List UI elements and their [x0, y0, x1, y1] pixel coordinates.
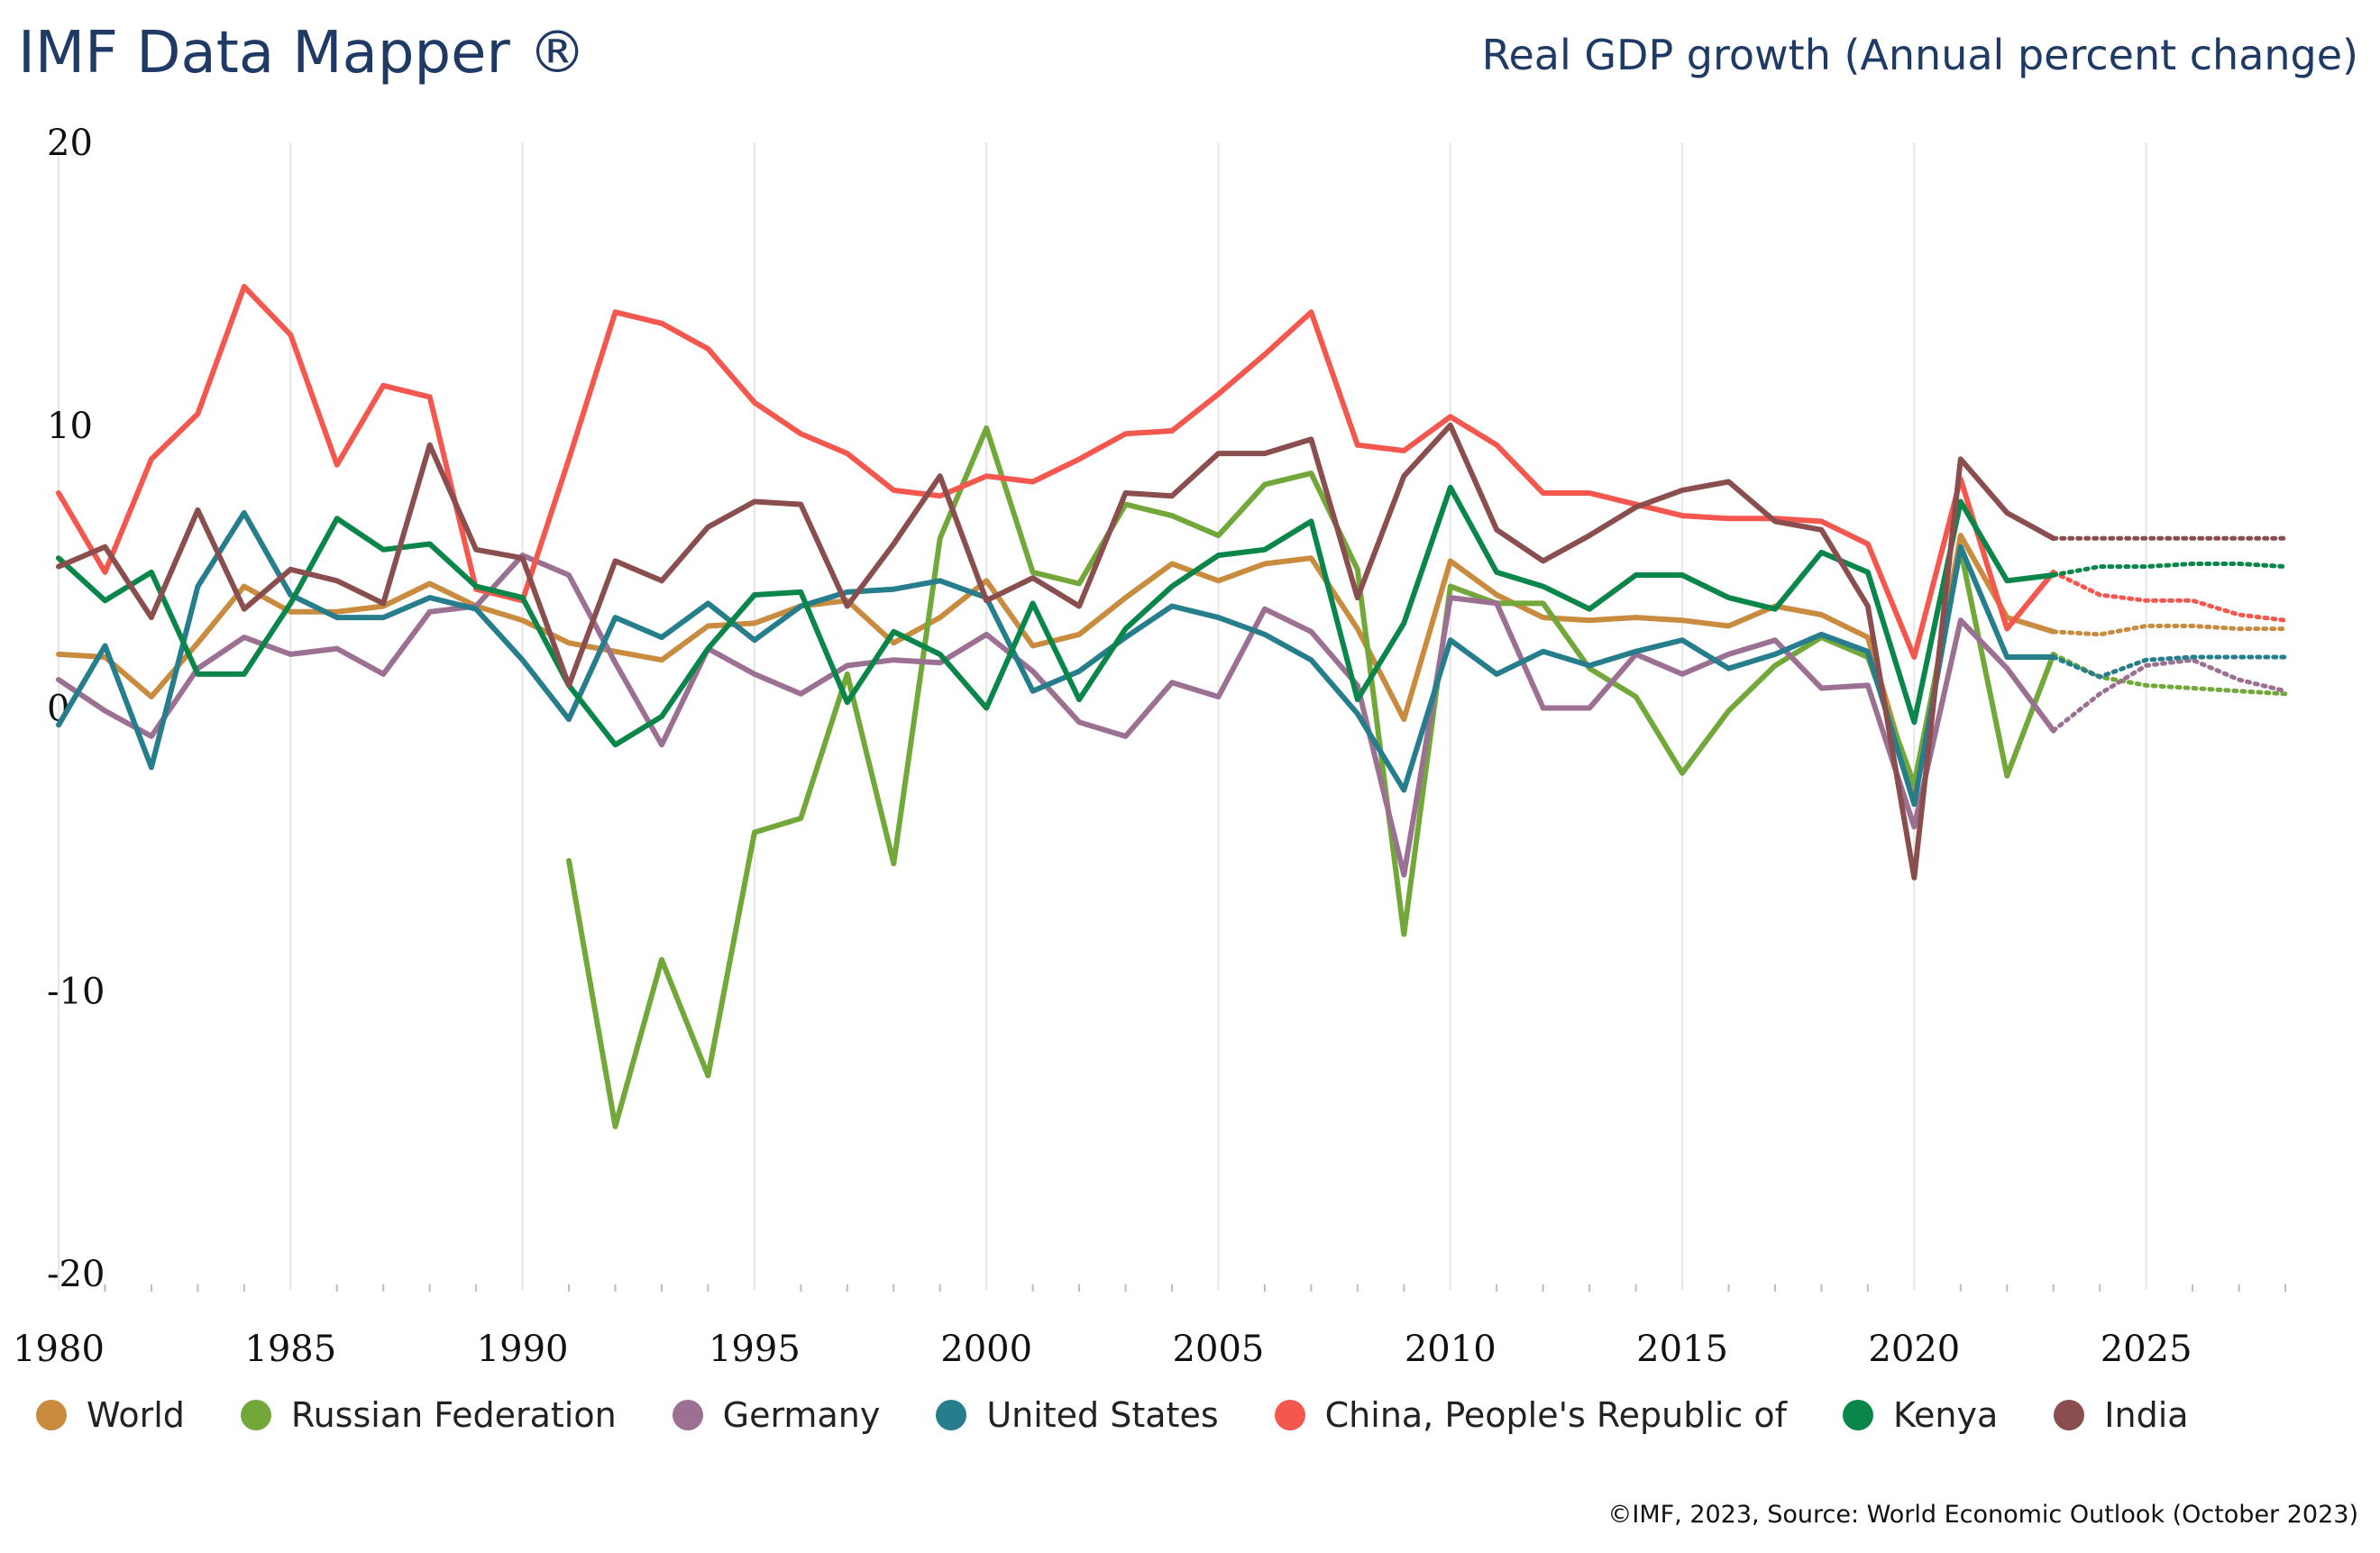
series-layer [56, 284, 2288, 1129]
x-tick-label: 2000 [940, 1329, 1032, 1370]
series-line-2 [56, 553, 2056, 878]
legend-label: Kenya [1893, 1395, 1999, 1435]
source-note: ©IMF, 2023, Source: World Economic Outlo… [1607, 1501, 2358, 1529]
y-tick-label: 10 [47, 406, 93, 447]
x-tick-label: 1980 [13, 1329, 105, 1370]
legend-label: Russian Federation [290, 1395, 617, 1435]
x-tick-label: 1995 [709, 1329, 801, 1370]
series-line-3 [56, 510, 2056, 808]
legend-swatch [1274, 1400, 1305, 1430]
legend-swatch [2054, 1400, 2085, 1430]
legend-swatch [936, 1400, 967, 1430]
legend-item-0[interactable]: World [36, 1395, 185, 1435]
grid-layer [58, 142, 2286, 1292]
indicator-title: Real GDP growth (Annual percent change) [1481, 31, 2358, 79]
series-line-4 [56, 284, 2056, 660]
legend-label: Germany [722, 1395, 881, 1435]
legend-label: United States [986, 1395, 1219, 1435]
legend-swatch [36, 1400, 67, 1430]
x-tick-label: 2020 [1868, 1329, 1960, 1370]
series-line-1 [566, 425, 2056, 1129]
x-tick-label: 2025 [2101, 1329, 2192, 1370]
legend-item-5[interactable]: Kenya [1843, 1395, 1998, 1435]
series-forecast-5 [2051, 562, 2288, 578]
legend-item-2[interactable]: Germany [672, 1395, 881, 1435]
series-line-5 [56, 484, 2056, 748]
series-forecast-2 [2051, 657, 2288, 734]
legend-swatch [1843, 1400, 1874, 1430]
x-tick-label: 2015 [1636, 1329, 1728, 1370]
legend-item-3[interactable]: United States [936, 1395, 1219, 1435]
chart-legend: World Russian Federation Germany United Sta… [36, 1388, 2245, 1442]
x-tick-label: 1990 [477, 1329, 569, 1370]
legend-item-6[interactable]: India [2054, 1395, 2189, 1435]
legend-label: China, People's Republic of [1324, 1395, 1788, 1435]
x-tick-label: 2010 [1405, 1329, 1497, 1370]
y-tick-label: -10 [47, 971, 105, 1012]
app-title: IMF Data Mapper ® [18, 20, 587, 87]
legend-item-1[interactable]: Russian Federation [240, 1395, 617, 1435]
series-forecast-0 [2051, 624, 2288, 637]
series-line-0 [56, 533, 2056, 799]
x-tick-label: 1985 [244, 1329, 336, 1370]
y-tick-label: 20 [47, 123, 93, 164]
y-tick-label: -20 [47, 1254, 105, 1295]
legend-swatch [240, 1400, 271, 1430]
series-forecast-4 [2051, 570, 2288, 623]
legend-label: World [87, 1395, 185, 1435]
series-forecast-3 [2051, 654, 2288, 680]
x-tick-label: 2005 [1173, 1329, 1265, 1370]
series-line-6 [56, 422, 2056, 881]
legend-item-4[interactable]: China, People's Republic of [1274, 1395, 1788, 1435]
legend-swatch [672, 1400, 703, 1430]
legend-label: India [2104, 1395, 2189, 1435]
